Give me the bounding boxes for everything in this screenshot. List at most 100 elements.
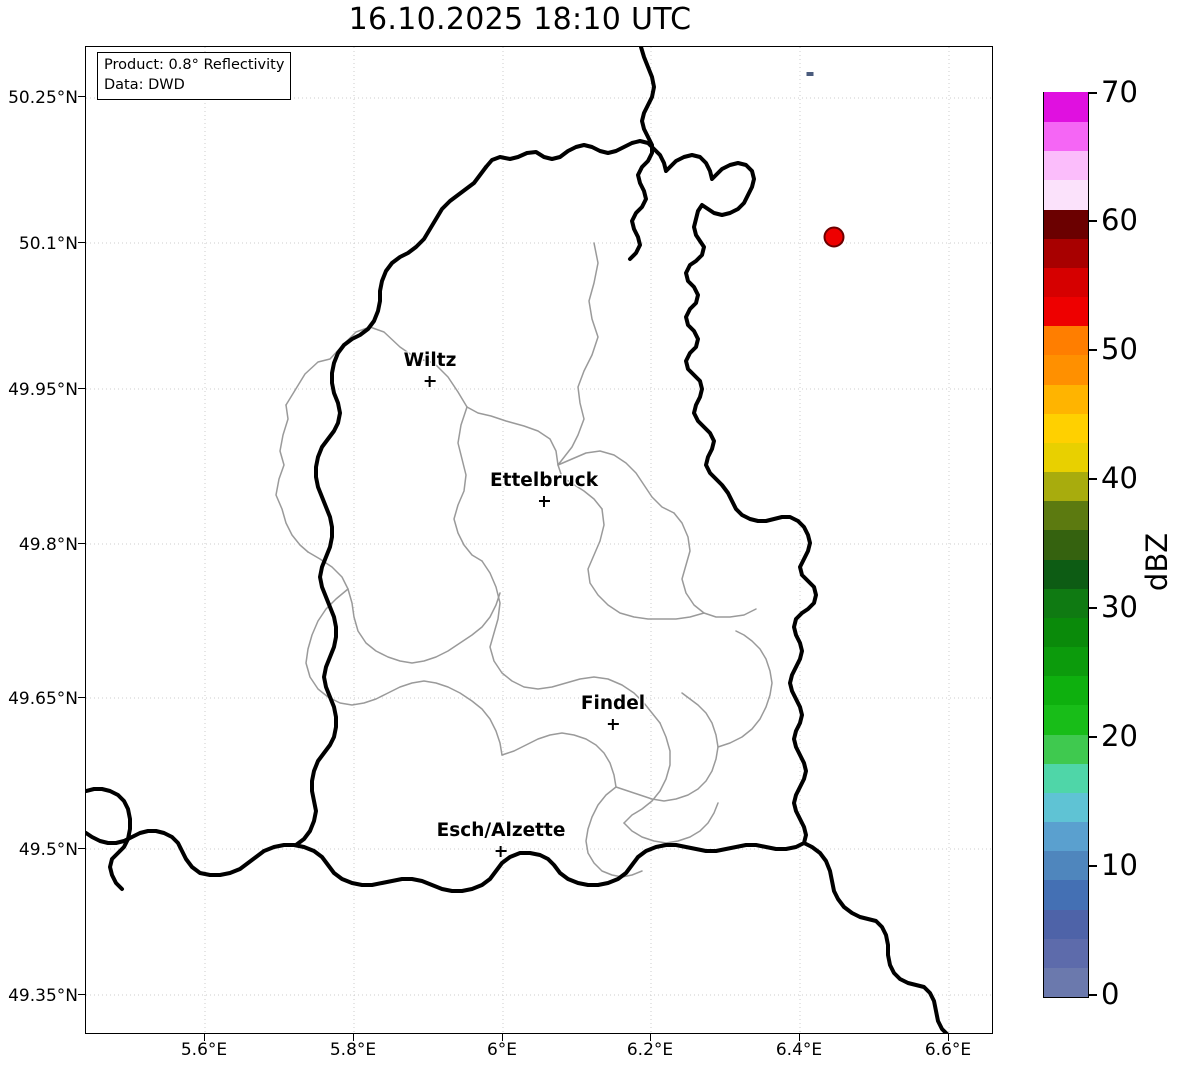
y-tickmark [78,848,85,850]
city-label-ettelbruck: Ettelbruck [489,470,599,507]
colorbar-band [1044,937,1088,968]
x-tick-label: 5.6°E [180,1040,228,1060]
x-tickmark [650,1034,652,1041]
city-marker-icon [424,375,436,387]
colorbar-band [1044,383,1088,414]
district-borders [275,242,773,878]
radar-echo-weak [806,72,814,76]
colorbar-band [1044,150,1088,181]
y-tickmark [78,242,85,244]
city-marker-icon [538,495,550,507]
colorbar-band [1044,208,1088,239]
colorbar-tick-label: 60 [1101,203,1138,237]
colorbar-band [1044,820,1088,852]
colorbar-axis-label: dBZ [1140,532,1175,592]
colorbar-tickmark [1089,349,1097,351]
colorbar-tick-label: 70 [1101,75,1138,109]
y-tick-label: 50.25°N [8,88,78,108]
x-tickmark [204,1034,206,1041]
colorbar-tickmark [1089,478,1097,480]
city-label-wiltz: Wiltz [403,350,457,387]
colorbar-tickmark [1089,92,1097,94]
y-tick-label: 49.65°N [8,689,78,709]
x-tick-label: 5.8°E [329,1040,377,1060]
x-tickmark [799,1034,801,1041]
radar-echo-strong [823,226,845,248]
colorbar-tick-label: 20 [1101,719,1138,753]
colorbar-band [1044,733,1088,764]
city-name: Wiltz [403,350,457,371]
neighbour-borders [86,47,949,1033]
city-marker-icon [495,845,507,857]
colorbar-band [1044,500,1088,531]
colorbar-tick-label: 40 [1101,461,1138,495]
y-tickmark [78,697,85,699]
colorbar-band [1044,558,1088,589]
y-tick-label: 49.95°N [8,380,78,400]
y-tick-label: 50.1°N [18,234,78,254]
y-tickmark [78,994,85,996]
y-tickmark [78,543,85,545]
colorbar-tick-label: 10 [1101,848,1138,882]
colorbar-tickmark [1089,607,1097,609]
colorbar-tickmark [1089,865,1097,867]
x-tickmark [353,1034,355,1041]
colorbar-tickmark [1089,994,1097,996]
colorbar-band [1044,471,1088,502]
colorbar-band [1044,966,1088,997]
x-tickmark [502,1034,504,1041]
x-tick-label: 6°E [486,1040,518,1060]
y-tickmark [78,388,85,390]
colorbar[interactable] [1043,91,1089,998]
colorbar-band [1044,325,1088,356]
info-product-line: Product: 0.8° Reflectivity [104,57,285,73]
y-tick-label: 49.35°N [8,986,78,1006]
colorbar-band [1044,850,1088,881]
map-vector-layers [86,47,992,1033]
colorbar-band [1044,412,1088,443]
colorbar-band [1044,791,1088,823]
colorbar-band [1044,704,1088,735]
colorbar-band [1044,91,1088,123]
x-tick-label: 6.2°E [626,1040,674,1060]
map-canvas[interactable]: Wiltz Ettelbruck Findel Esch/Alzette [85,46,993,1034]
colorbar-band [1044,762,1088,793]
city-name: Ettelbruck [489,470,599,491]
info-box: Product: 0.8° Reflectivity Data: DWD [97,52,292,101]
colorbar-band [1044,646,1088,677]
city-label-esch-alzette: Esch/Alzette [436,820,566,857]
city-name: Esch/Alzette [436,820,566,841]
x-tickmark [948,1034,950,1041]
colorbar-tickmark [1089,736,1097,738]
x-tick-label: 6.4°E [775,1040,823,1060]
colorbar-band [1044,354,1088,385]
colorbar-tickmark [1089,220,1097,222]
city-marker-icon [607,718,619,730]
colorbar-tick-label: 30 [1101,590,1138,624]
colorbar-band [1044,179,1088,210]
colorbar-band [1044,266,1088,298]
info-data-line: Data: DWD [104,76,185,93]
y-tick-label: 49.5°N [18,840,78,860]
y-tick-label: 49.8°N [18,535,78,555]
colorbar-band [1044,529,1088,560]
colorbar-band [1044,296,1088,327]
colorbar-band [1044,587,1088,618]
colorbar-band [1044,121,1088,152]
page-title: 16.10.2025 18:10 UTC [348,2,692,37]
city-name: Findel [580,693,646,714]
colorbar-band [1044,908,1088,939]
city-label-findel: Findel [580,693,646,730]
colorbar-tick-label: 0 [1101,977,1120,1011]
y-tickmark [78,96,85,98]
colorbar-band [1044,616,1088,648]
colorbar-band [1044,879,1088,910]
country-borders [86,139,818,893]
colorbar-band [1044,441,1088,473]
x-tick-label: 6.6°E [924,1040,972,1060]
colorbar-band [1044,675,1088,706]
graticule-gridlines [86,47,992,1033]
colorbar-band [1044,237,1088,268]
colorbar-tick-label: 50 [1101,332,1138,366]
